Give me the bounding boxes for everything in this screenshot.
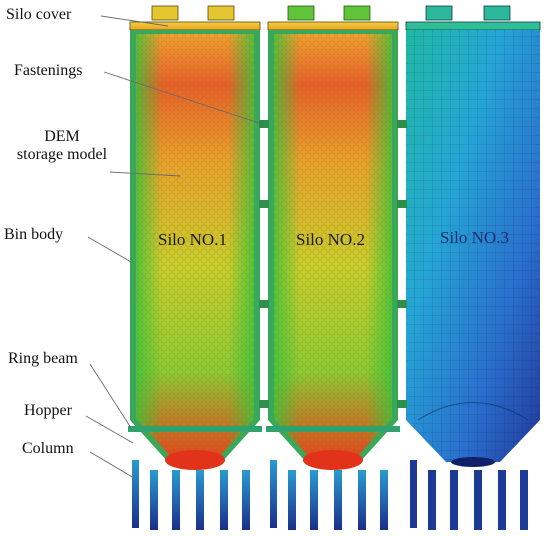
silo-2-ring-beam bbox=[266, 426, 400, 432]
callout-fastenings: Fastenings bbox=[14, 62, 83, 79]
callout-dem-storage-model: DEM storage model bbox=[10, 128, 114, 164]
callout-column: Column bbox=[22, 440, 74, 457]
silo-1-cover-hatch bbox=[207, 5, 235, 21]
callout-hopper: Hopper bbox=[24, 402, 72, 419]
callout-bin-body: Bin body bbox=[4, 226, 64, 243]
silo-3-hopper-arc bbox=[417, 402, 529, 421]
silo-2-outlet-pile bbox=[303, 450, 363, 470]
leader-ring-beam bbox=[89, 363, 132, 429]
leader-column bbox=[89, 451, 135, 479]
silo-3 bbox=[405, 5, 541, 530]
silo-1 bbox=[128, 5, 262, 530]
silo-3-label: Silo NO.3 bbox=[440, 228, 509, 247]
callout-ring-beam: Ring beam bbox=[8, 350, 78, 367]
callout-dem-line1: DEM bbox=[44, 128, 80, 145]
fastenings bbox=[259, 120, 407, 408]
silo-1-label: Silo NO.1 bbox=[158, 230, 227, 249]
callout-dem-line2: storage model bbox=[16, 146, 108, 163]
leader-fastenings bbox=[103, 71, 263, 125]
leader-silo-cover bbox=[100, 15, 169, 27]
silo-3-cover-hatch bbox=[483, 5, 511, 21]
silo-3-columns bbox=[410, 460, 528, 530]
silo-1-cover-hatch bbox=[151, 5, 179, 21]
silo-1-columns bbox=[132, 460, 250, 530]
silo-3-cover-hatch bbox=[425, 5, 453, 21]
silo-2 bbox=[266, 5, 400, 530]
silo-2-cover-hatch bbox=[343, 5, 371, 21]
silo-2-cover bbox=[267, 21, 399, 31]
silo-1-outlet-pile bbox=[165, 450, 225, 470]
silo-2-label: Silo NO.2 bbox=[296, 230, 365, 249]
callout-silo-cover: Silo cover bbox=[6, 6, 72, 23]
leader-lines bbox=[85, 15, 263, 479]
silo-2-cover-hatch bbox=[287, 5, 315, 21]
silo-3-outlet bbox=[451, 457, 495, 467]
silo-2-columns bbox=[270, 460, 388, 530]
silo-3-cover bbox=[405, 21, 541, 31]
leader-bin-body bbox=[87, 236, 132, 263]
silo-1-ring-beam bbox=[128, 426, 262, 432]
leader-hopper bbox=[85, 415, 134, 444]
leader-dem-model bbox=[109, 171, 181, 177]
